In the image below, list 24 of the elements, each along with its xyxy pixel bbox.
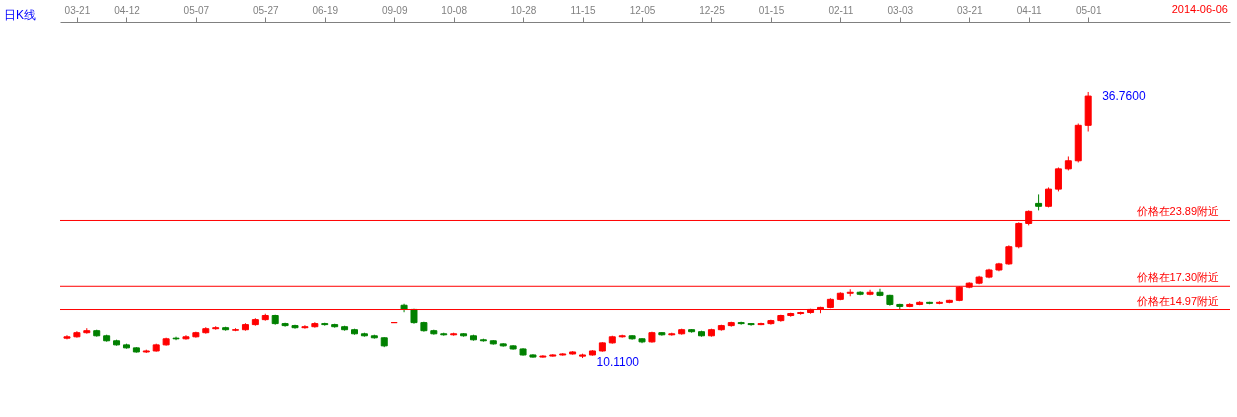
x-tick-label: 04-12 (114, 4, 141, 16)
x-tick-label: 09-09 (381, 4, 408, 16)
ref-line-label: 价格在17.30附近 (1135, 271, 1220, 284)
chart-title: 日K线 (4, 8, 37, 22)
annotation: 36.7600 (1102, 88, 1146, 103)
x-tick-label: 03-03 (887, 4, 914, 16)
x-tick-label: 12-05 (629, 4, 656, 16)
x-tick-label: 05-01 (1075, 4, 1102, 16)
x-tick-label: 03-21 (956, 4, 983, 16)
ref-line-label: 价格在14.97附近 (1135, 294, 1220, 307)
ref-line-label: 价格在23.89附近 (1135, 205, 1220, 218)
x-tick-label: 10-08 (441, 4, 468, 16)
x-tick-label: 11-15 (570, 4, 596, 16)
x-tick-label: 05-07 (183, 4, 210, 16)
x-tick-label: 03-21 (64, 4, 91, 16)
x-tick-label: 02-11 (828, 4, 854, 16)
x-tick-label: 10-28 (510, 4, 537, 16)
x-tick-label: 05-27 (252, 4, 279, 16)
x-tick-label: 12-25 (699, 4, 726, 16)
x-tick-label: 01-15 (758, 4, 785, 16)
text: 2014-06-06 (1171, 3, 1228, 15)
annotation: 10.1100 (596, 355, 640, 370)
x-tick-label: 04-11 (1016, 4, 1043, 16)
x-tick-label: 06-19 (312, 4, 339, 16)
